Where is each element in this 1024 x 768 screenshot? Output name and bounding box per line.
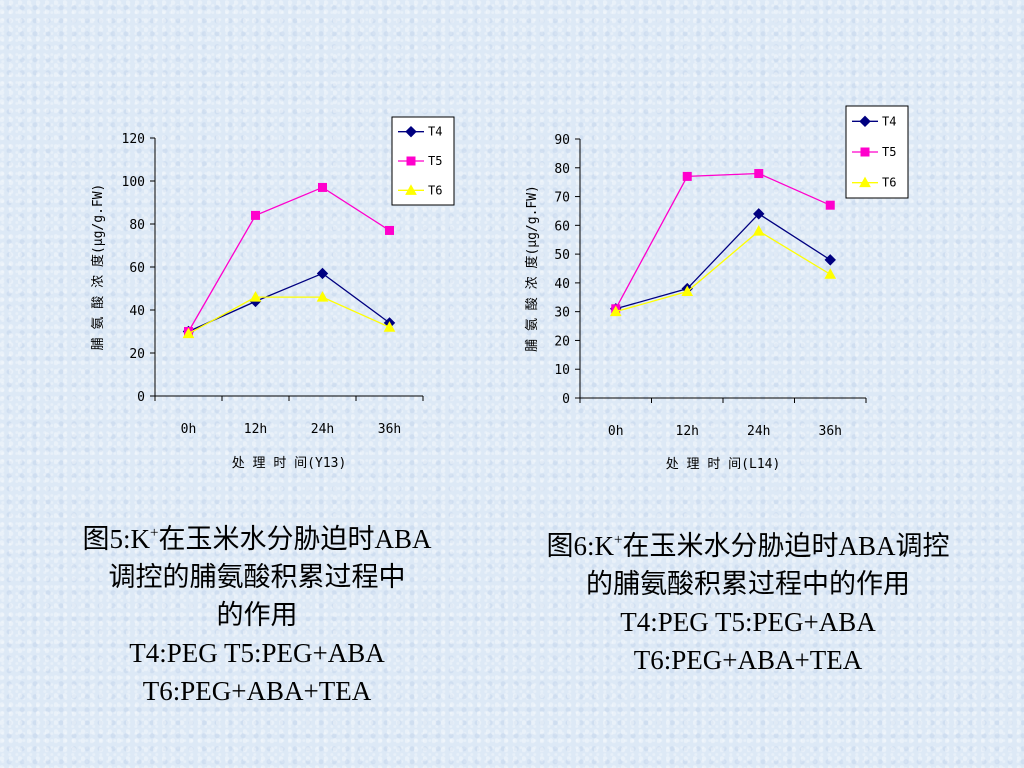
data-point-t6 <box>383 321 396 332</box>
data-point-t5 <box>682 171 692 181</box>
caption-6-line-4: T6:PEG+ABA+TEA <box>633 645 863 675</box>
x-tick-label: 0h <box>608 424 624 439</box>
data-point-t6 <box>182 327 195 339</box>
y-tick-label: 30 <box>554 306 570 321</box>
y-tick-label: 60 <box>129 261 145 276</box>
y-tick-label: 0 <box>137 390 145 405</box>
data-point-t5 <box>825 200 835 210</box>
series-line-t5 <box>615 172 831 310</box>
chart-l14: 0 10 20 30 40 50 60 70 80 90 0h 12h 24h 36h 处 理 时 间(L1… <box>524 105 909 472</box>
y-tick-label: 50 <box>554 248 570 263</box>
caption-6-line-1: 图6:K+在玉米水分胁迫时ABA调控 <box>546 531 950 561</box>
legend-label-t4: T4 <box>882 114 896 128</box>
data-point-t4 <box>824 254 836 266</box>
x-axis-title: 处 理 时 间(L14) <box>666 457 781 472</box>
data-point-t5 <box>251 210 260 220</box>
x-tick-label: 24h <box>311 422 334 437</box>
data-point-t4 <box>753 208 765 220</box>
legend-label-t4: T4 <box>428 125 442 139</box>
data-point-t5 <box>318 182 327 192</box>
y-axis-title: 脯 氨 酸 浓 度(μg/g.FW) <box>90 184 106 351</box>
y-tick-label: 80 <box>554 162 570 177</box>
legend-label-t6: T6 <box>428 183 442 197</box>
y-tick-label: 10 <box>554 363 570 378</box>
chart-y13: 0 20 40 60 80 100 120 0h 12h 24h 36h 处 理 时 间(Y13) 脯 … <box>90 116 455 471</box>
x-tick-label: 36h <box>378 422 401 437</box>
x-tick-label: 12h <box>244 422 267 437</box>
caption-5-line-3: 的作用 <box>216 600 298 630</box>
legend-marker-t6 <box>405 184 417 195</box>
data-point-t6 <box>249 291 262 302</box>
data-point-t6 <box>681 285 694 297</box>
figure-5-caption: 图5:K+在玉米水分胁迫时ABA 调控的脯氨酸积累过程中 的作用 T4:PEG … <box>22 520 492 710</box>
data-point-t4 <box>316 267 329 280</box>
y-tick-label: 0 <box>562 392 570 407</box>
y-tick-label: 20 <box>554 334 570 349</box>
legend-marker-t4 <box>405 125 417 138</box>
data-point-t6 <box>316 291 329 302</box>
x-axis-title: 处 理 时 间(Y13) <box>232 456 347 471</box>
y-tick-label: 90 <box>554 133 570 148</box>
legend-marker-t5 <box>406 156 416 166</box>
series-line-t5 <box>187 186 390 332</box>
data-point-t6 <box>609 305 622 317</box>
y-tick-label: 40 <box>554 277 570 292</box>
y-tick-label: 80 <box>129 218 145 233</box>
y-axis-title: 脯 氨 酸 浓 度(μg/g.FW) <box>524 185 540 352</box>
caption-6-line-3: T4:PEG T5:PEG+ABA <box>620 607 876 637</box>
x-tick-label: 36h <box>819 424 842 439</box>
legend-label-t5: T5 <box>882 145 896 159</box>
x-tick-label: 0h <box>181 422 197 437</box>
data-point-t5 <box>385 225 394 235</box>
series-line-t4 <box>188 272 390 333</box>
x-tick-label: 12h <box>676 424 699 439</box>
y-tick-label: 100 <box>122 175 145 190</box>
y-tick-label: 120 <box>122 132 145 147</box>
figure-6-caption: 图6:K+在玉米水分胁迫时ABA调控 的脯氨酸积累过程中的作用 T4:PEG T… <box>488 527 1008 679</box>
legend-label-t6: T6 <box>882 176 896 190</box>
y-tick-label: 70 <box>554 191 570 206</box>
y-tick-label: 20 <box>129 347 145 362</box>
series-line-t6 <box>188 296 390 335</box>
series-line-t6 <box>615 230 831 313</box>
legend-marker-t5 <box>860 147 870 157</box>
caption-5-line-1: 图5:K+在玉米水分胁迫时ABA <box>82 524 432 554</box>
y-tick-label: 60 <box>554 219 570 234</box>
caption-5-line-5: T6:PEG+ABA+TEA <box>142 676 372 706</box>
x-tick-label: 24h <box>747 424 770 439</box>
legend-marker-t6 <box>859 176 871 188</box>
data-point-t6 <box>824 268 837 279</box>
y-tick-label: 40 <box>129 304 145 319</box>
caption-5-line-4: T4:PEG T5:PEG+ABA <box>129 638 385 668</box>
caption-6-line-2: 的脯氨酸积累过程中的作用 <box>586 569 910 599</box>
caption-5-line-2: 调控的脯氨酸积累过程中 <box>108 562 406 592</box>
data-point-t5 <box>754 169 764 179</box>
data-point-t6 <box>752 225 765 236</box>
series-line-t4 <box>615 212 831 310</box>
legend-marker-t4 <box>859 115 871 128</box>
legend-label-t5: T5 <box>428 154 442 168</box>
